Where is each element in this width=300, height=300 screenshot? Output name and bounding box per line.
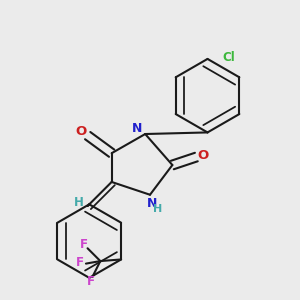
Text: N: N	[132, 122, 142, 135]
Text: H: H	[74, 196, 84, 208]
Text: F: F	[80, 238, 88, 251]
Text: N: N	[146, 197, 157, 210]
Text: F: F	[87, 275, 95, 288]
Text: O: O	[75, 125, 86, 138]
Text: Cl: Cl	[222, 51, 235, 64]
Text: H: H	[153, 204, 163, 214]
Text: O: O	[198, 149, 209, 162]
Text: F: F	[76, 256, 84, 269]
